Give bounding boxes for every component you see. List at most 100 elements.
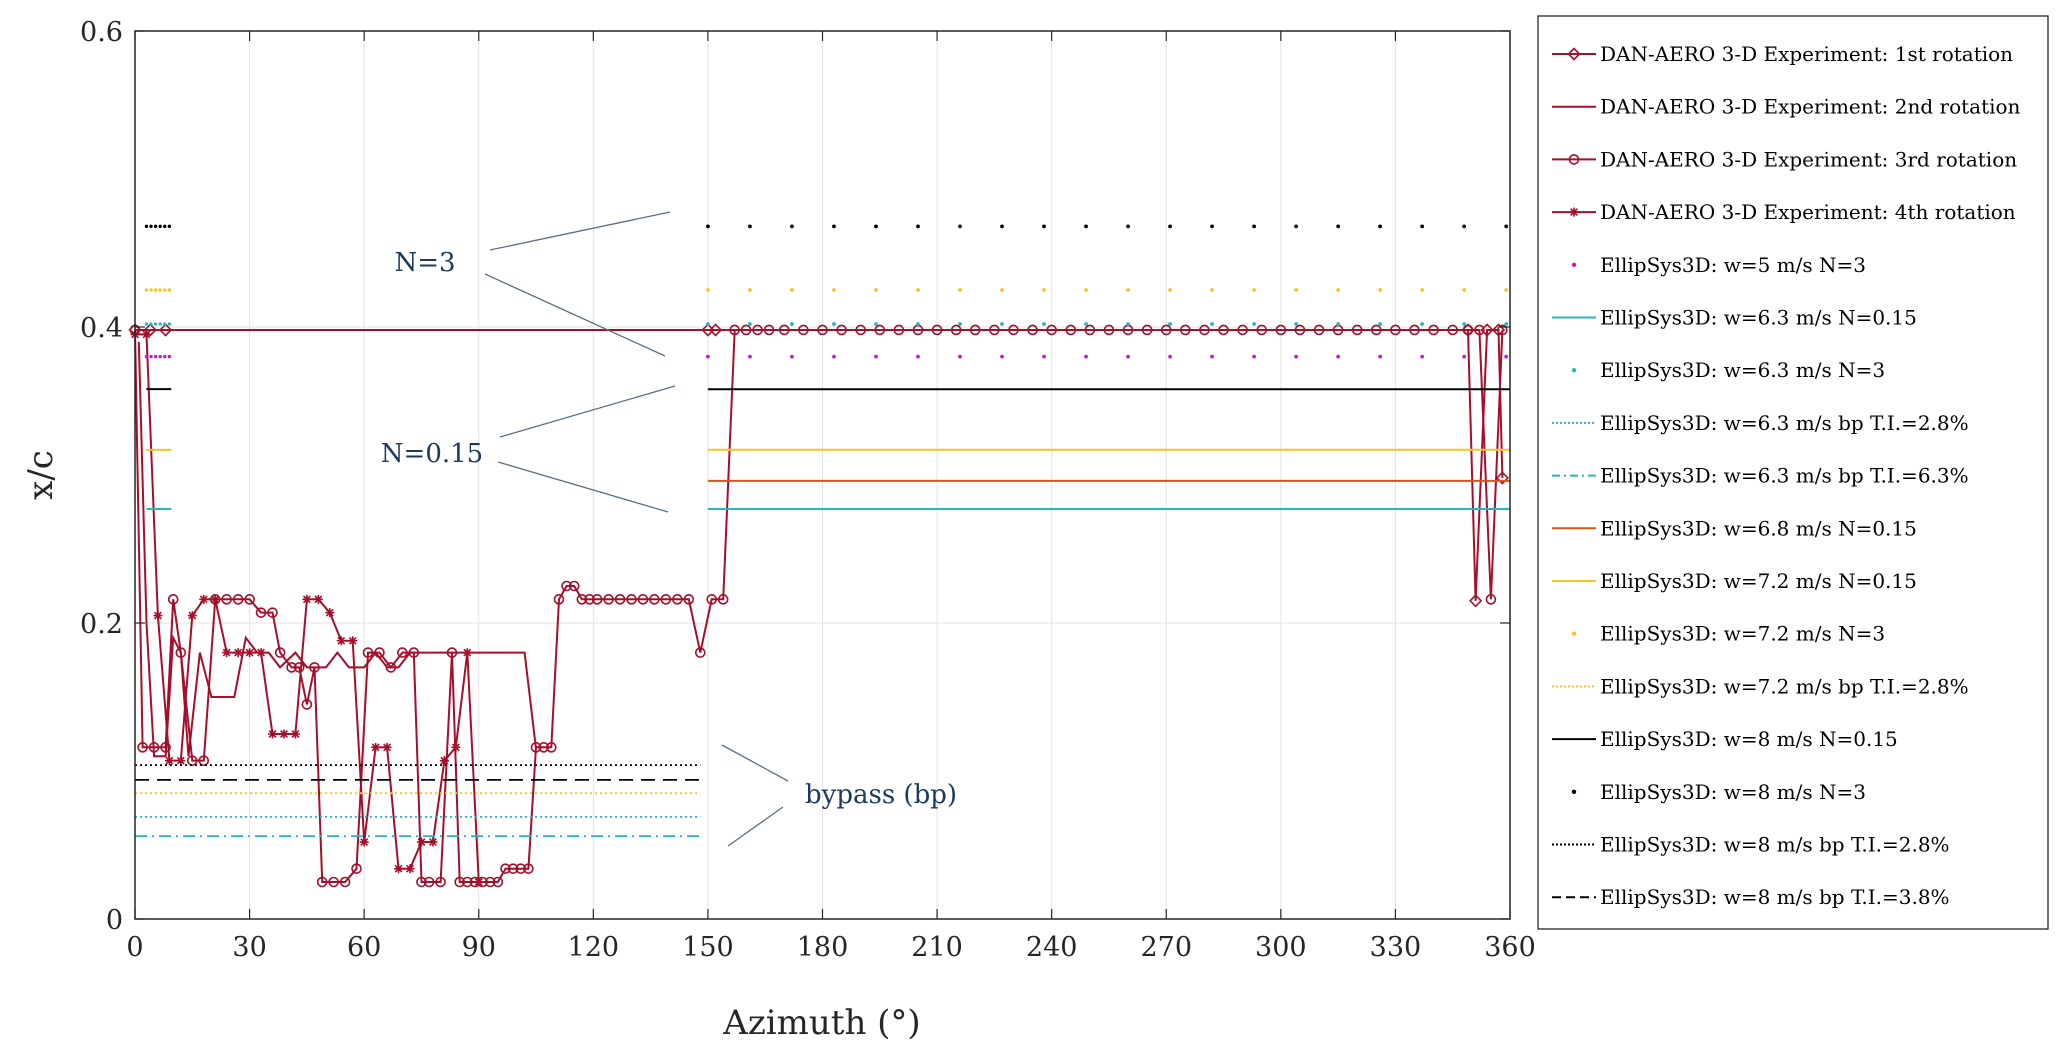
data-point <box>1042 224 1046 229</box>
data-point <box>1084 322 1088 326</box>
data-point <box>439 756 449 766</box>
data-point <box>752 324 763 336</box>
data-point <box>1378 322 1383 326</box>
legend-label: EllipSys3D: w=6.3 m/s bp T.I.=6.3% <box>1600 464 1969 488</box>
data-point <box>958 354 962 359</box>
legend-swatch <box>1571 631 1577 636</box>
ticks: 0 30 60 90 120 150 180 210 240 270 300 330 360 0 0.2 0.… <box>80 17 1536 963</box>
data-point <box>1042 354 1046 359</box>
series-dan-aero-3-d-experiment-1st-rotation <box>128 323 1509 608</box>
data-point <box>1336 354 1341 359</box>
legend-swatch <box>1571 262 1577 267</box>
data-point <box>149 288 153 292</box>
data-point <box>1504 288 1509 292</box>
data-point <box>167 594 179 605</box>
series-line <box>135 329 1504 601</box>
legend-marker <box>1568 154 1580 165</box>
data-point <box>1126 322 1130 326</box>
data-point <box>446 647 458 658</box>
data-point <box>1046 324 1057 336</box>
x-tick-label: 90 <box>462 932 496 963</box>
data-point <box>1027 324 1038 336</box>
data-point <box>832 322 836 326</box>
data-point <box>1275 324 1287 336</box>
data-point <box>717 594 729 605</box>
data-point <box>416 837 426 847</box>
data-point <box>729 324 740 336</box>
series-dan-aero-3-d-experiment-2nd-rotation <box>137 341 537 758</box>
data-point <box>153 288 158 292</box>
annotation-text: bypass (bp) <box>805 780 957 810</box>
data-point <box>1252 322 1256 326</box>
data-point <box>158 224 162 229</box>
data-point <box>1420 354 1425 359</box>
data-point <box>1462 288 1467 292</box>
legend-entry: EllipSys3D: w=6.3 m/s bp T.I.=2.8% <box>1552 411 1969 435</box>
data-point <box>149 354 153 359</box>
data-point <box>255 607 267 618</box>
data-point <box>1378 224 1383 229</box>
data-point <box>916 224 920 229</box>
legend-label: EllipSys3D: w=6.3 m/s N=0.15 <box>1600 306 1917 330</box>
data-point <box>164 756 174 766</box>
data-point <box>958 224 962 229</box>
data-point <box>256 648 266 658</box>
data-point <box>1000 224 1004 229</box>
data-point <box>1084 288 1088 292</box>
data-point <box>359 837 369 847</box>
legend-entry: EllipSys3D: w=7.2 m/s N=3 <box>1571 622 1885 646</box>
data-point <box>706 224 710 229</box>
x-tick-label: 270 <box>1140 932 1192 963</box>
data-point <box>683 594 695 605</box>
x-tick-label: 180 <box>797 932 849 963</box>
y-axis-title: x/c <box>21 450 61 500</box>
data-point <box>1084 224 1088 229</box>
data-point <box>958 322 962 326</box>
data-point <box>158 288 162 292</box>
data-point <box>423 876 435 888</box>
data-point <box>779 324 790 336</box>
data-point <box>1168 288 1172 292</box>
data-point <box>144 322 149 326</box>
data-point <box>515 863 527 874</box>
annotation-n-3: N=3 <box>394 211 671 357</box>
annotation-text: N=3 <box>394 248 455 278</box>
legend-label: EllipSys3D: w=5 m/s N=3 <box>1600 253 1866 277</box>
x-tick-label: 360 <box>1484 932 1536 963</box>
data-point <box>302 594 312 604</box>
x-tick-label: 60 <box>347 932 381 963</box>
data-point <box>1126 288 1130 292</box>
series-line <box>135 333 480 883</box>
legend-label: EllipSys3D: w=6.3 m/s bp T.I.=2.8% <box>1600 411 1969 435</box>
legend-entry: EllipSys3D: w=6.3 m/s N=3 <box>1571 358 1885 382</box>
data-point <box>144 354 149 359</box>
data-point <box>1168 322 1172 326</box>
data-point <box>798 324 809 336</box>
data-point <box>855 324 866 336</box>
data-point <box>268 729 277 739</box>
x-tick-label: 0 <box>126 932 143 963</box>
data-point <box>143 323 157 337</box>
data-point <box>1000 322 1004 326</box>
data-point <box>708 323 723 337</box>
data-point <box>163 354 167 359</box>
data-point <box>790 354 794 359</box>
data-point <box>416 876 427 888</box>
data-point <box>397 647 408 658</box>
data-point <box>153 611 163 621</box>
data-point <box>245 648 255 658</box>
data-point <box>144 288 149 292</box>
legend-label: DAN-AERO 3-D Experiment: 1st rotation <box>1600 42 2013 66</box>
data-point <box>1210 288 1214 292</box>
data-point <box>1180 324 1191 336</box>
data-point <box>790 224 794 229</box>
data-point <box>603 594 614 605</box>
legend-label: EllipSys3D: w=7.2 m/s bp T.I.=2.8% <box>1600 674 1969 698</box>
legend-entry: EllipSys3D: w=8 m/s bp T.I.=3.8% <box>1552 885 1950 909</box>
legend-entry: EllipSys3D: w=5 m/s N=3 <box>1571 253 1866 277</box>
data-point <box>1428 324 1439 336</box>
data-point <box>158 322 162 326</box>
data-point <box>1491 323 1506 337</box>
data-point <box>274 647 286 658</box>
data-point <box>221 594 232 605</box>
